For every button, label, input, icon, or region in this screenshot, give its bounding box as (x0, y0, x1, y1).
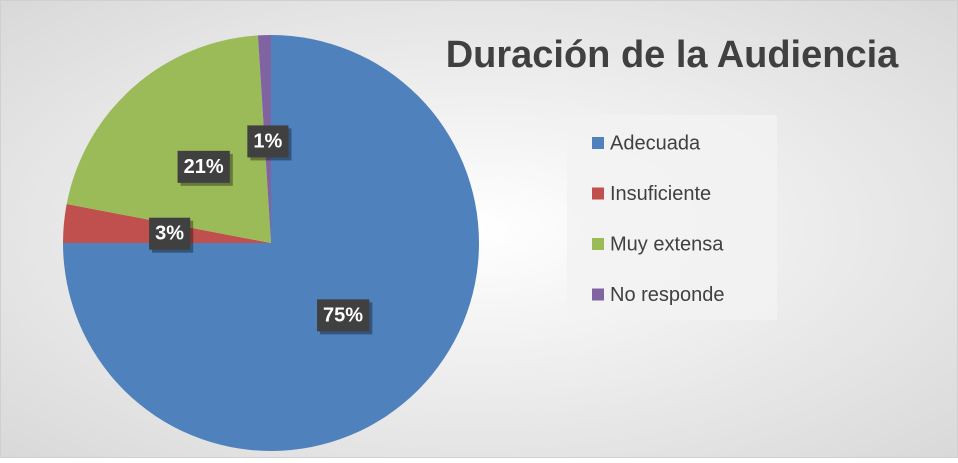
legend-label: Insuficiente (610, 183, 711, 205)
legend-swatch (592, 187, 604, 200)
legend-label: Muy extensa (610, 233, 724, 255)
data-label: 1% (253, 130, 282, 152)
data-label-box (149, 217, 191, 250)
data-label-box (247, 125, 289, 158)
chart-title: Duración de la Audiencia (446, 34, 899, 76)
data-label: 3% (155, 223, 184, 245)
legend-label: No responde (610, 284, 725, 306)
data-label: 21% (184, 156, 224, 178)
legend-label: Adecuada (610, 132, 701, 154)
data-label: 75% (323, 304, 363, 326)
legend-swatch (592, 137, 604, 149)
legend-box (567, 115, 777, 320)
pie-slice (66, 35, 271, 243)
legend-swatch (592, 288, 604, 301)
data-label-box (317, 299, 370, 332)
legend-swatch (592, 238, 604, 250)
data-label-box (177, 150, 230, 183)
